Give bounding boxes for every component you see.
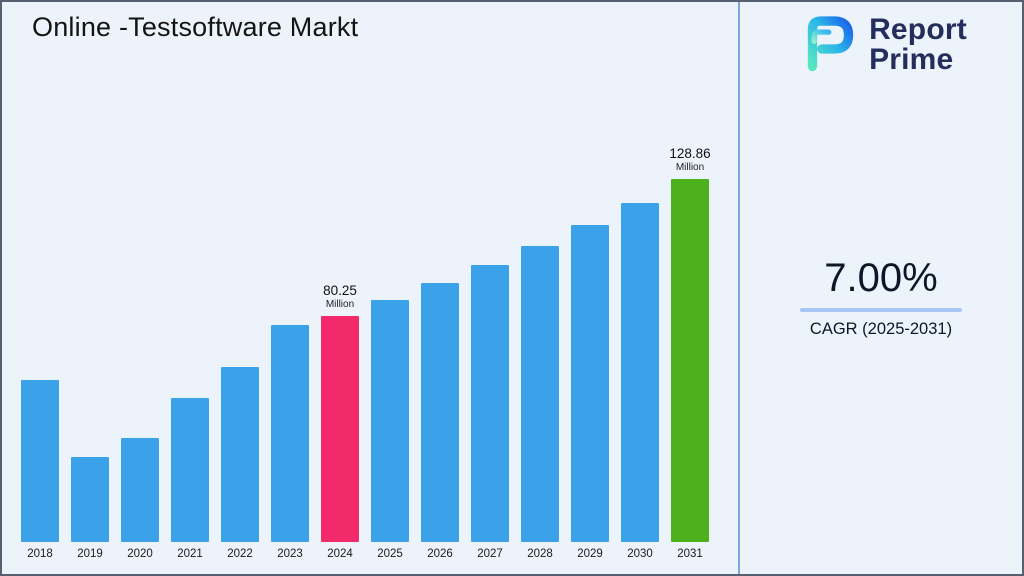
x-axis-label-2019: 2019 (77, 548, 103, 560)
bar-2021 (171, 398, 209, 542)
bar-column-2023: 2023 (271, 325, 309, 560)
bar-column-2031: 128.86 Million 2031 (669, 146, 710, 560)
report-prime-logo-icon (795, 12, 859, 77)
bar-column-2021: 2021 (171, 398, 209, 560)
cagr-underline (800, 308, 962, 312)
bar-2019 (71, 457, 109, 542)
bar-2031 (671, 179, 709, 542)
bar-2022 (221, 367, 259, 542)
bar-annotation-value-2024: 80.25 (323, 283, 357, 299)
x-axis-label-2026: 2026 (427, 548, 453, 560)
bar-2024 (321, 316, 359, 542)
bar-2020 (121, 438, 159, 542)
bar-column-2027: 2027 (471, 265, 509, 560)
x-axis-label-2025: 2025 (377, 548, 403, 560)
brand-name: Report Prime (869, 13, 967, 76)
bar-2018 (21, 380, 59, 542)
bar-chart: 2018 2019 2020 2021 2022 2023 80.25 Million 2024… (21, 146, 711, 560)
x-axis-label-2021: 2021 (177, 548, 203, 560)
bar-column-2026: 2026 (421, 283, 459, 560)
bar-2030 (621, 203, 659, 542)
x-axis-label-2024: 2024 (327, 548, 353, 560)
x-axis-label-2022: 2022 (227, 548, 253, 560)
bar-annotation-value-2031: 128.86 (669, 146, 711, 162)
vertical-divider (738, 2, 740, 574)
cagr-label: CAGR (2025-2031) (809, 320, 953, 338)
bar-annotation-unit-2024: Million (325, 299, 355, 310)
x-axis-label-2018: 2018 (27, 548, 53, 560)
bar-column-2030: 2030 (621, 203, 659, 560)
x-axis-label-2031: 2031 (677, 548, 703, 560)
bar-2029 (571, 225, 609, 542)
bar-column-2022: 2022 (221, 367, 259, 560)
x-axis-label-2030: 2030 (627, 548, 653, 560)
page-title: Online -Testsoftware Markt (32, 12, 359, 42)
x-axis-label-2028: 2028 (527, 548, 553, 560)
x-axis-label-2029: 2029 (577, 548, 603, 560)
bar-annotation-2031: 128.86 Million (669, 146, 710, 173)
bar-column-2025: 2025 (371, 300, 409, 560)
right-panel: Report Prime 7.00% CAGR (2025-2031) (740, 2, 1022, 574)
x-axis-label-2023: 2023 (277, 548, 303, 560)
bar-2025 (371, 300, 409, 542)
bar-annotation-2024: 80.25 Million (323, 283, 357, 310)
bar-column-2019: 2019 (71, 457, 109, 560)
bar-2023 (271, 325, 309, 542)
x-axis-label-2020: 2020 (127, 548, 153, 560)
cagr-block: 7.00% CAGR (2025-2031) (740, 256, 1022, 339)
bar-2026 (421, 283, 459, 542)
bar-column-2024: 80.25 Million 2024 (321, 283, 359, 560)
bar-annotation-unit-2031: Million (675, 162, 705, 173)
bar-column-2028: 2028 (521, 246, 559, 560)
x-axis-label-2027: 2027 (477, 548, 503, 560)
bar-column-2029: 2029 (571, 225, 609, 560)
cagr-value: 7.00% (824, 256, 938, 300)
brand-logo: Report Prime (740, 12, 1022, 77)
bar-column-2018: 2018 (21, 380, 59, 560)
bar-2027 (471, 265, 509, 542)
brand-name-line1: Report (869, 13, 967, 47)
brand-name-line2: Prime (869, 42, 954, 76)
bar-2028 (521, 246, 559, 542)
bar-column-2020: 2020 (121, 438, 159, 560)
